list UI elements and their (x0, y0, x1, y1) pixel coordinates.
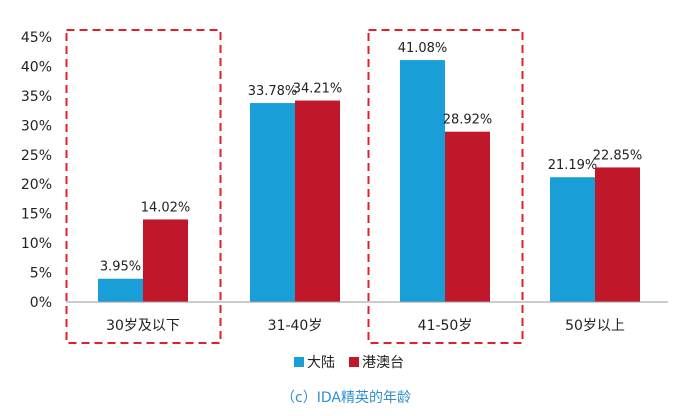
y-tick-label: 15% (21, 207, 52, 223)
y-tick-label: 25% (21, 148, 52, 164)
bars: 3.95% 14.02% 33.78%34.21% 41.08% 28.92% 21.19… (98, 41, 643, 303)
data-label: 41.08% (398, 41, 448, 56)
category-label: 50岁以上 (565, 318, 625, 334)
data-label: 21.19% (548, 158, 598, 173)
category-labels: 30岁及以下 31-40岁 41-50岁 50岁以上 (106, 318, 625, 334)
bar (595, 167, 640, 302)
legend-label: 大陆 (307, 355, 335, 371)
y-axis-ticks: 0% 5% 10% 15% 20% 25% 30% 35% 40% 45% (21, 30, 52, 311)
bar (400, 60, 445, 303)
legend-label: 港澳台 (362, 355, 404, 371)
bar (98, 278, 143, 302)
chart-caption: （c）IDA精英的年龄 (281, 389, 411, 406)
y-tick-label: 0% (30, 295, 52, 311)
legend-swatch (349, 357, 359, 367)
data-label: 34.21% (293, 82, 343, 97)
legend-swatch (294, 357, 304, 367)
category-label: 30岁及以下 (106, 318, 180, 334)
bar (143, 219, 188, 302)
y-tick-label: 40% (21, 59, 52, 75)
data-label: 22.85% (593, 148, 643, 163)
y-tick-label: 10% (21, 236, 52, 252)
data-label: 3.95% (100, 260, 141, 275)
y-tick-label: 35% (21, 89, 52, 105)
bar (250, 103, 295, 302)
bar (445, 131, 490, 302)
bar (295, 100, 340, 303)
data-label: 33.78% (248, 84, 298, 99)
y-tick-label: 30% (21, 118, 52, 134)
bar (550, 177, 595, 302)
legend: 大陆 港澳台 (294, 355, 404, 371)
category-label: 31-40岁 (268, 318, 323, 334)
y-tick-label: 20% (21, 177, 52, 193)
y-tick-label: 45% (21, 30, 52, 46)
data-label: 28.92% (443, 113, 493, 128)
y-tick-label: 5% (30, 266, 52, 282)
data-label: 14.02% (141, 200, 191, 215)
category-label: 41-50岁 (418, 318, 473, 334)
